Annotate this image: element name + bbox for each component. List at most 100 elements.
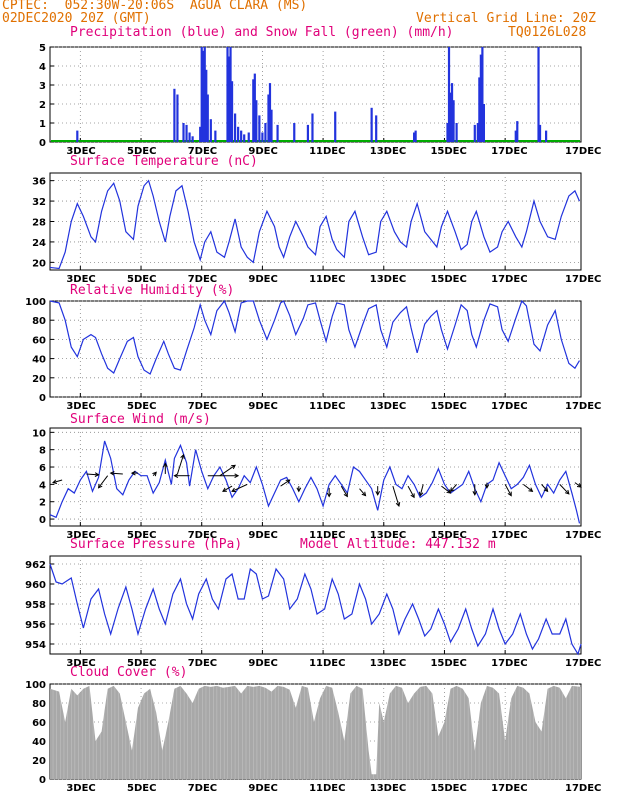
humidity-xtick-label: 13DEC [370, 401, 406, 412]
wind-arrow-head [375, 491, 381, 496]
wind-frame [49, 427, 582, 527]
pressure-line [49, 563, 582, 656]
precip-bar [478, 77, 481, 142]
temperature-title: Surface Temperature (nC) [70, 154, 258, 169]
temperature-ytick-label: 24 [32, 238, 46, 249]
cloud-xtick-label: 9DEC [248, 783, 277, 794]
precip-bar [334, 111, 337, 142]
precip-ytick-label: 4 [39, 62, 46, 73]
humidity-xtick-label: 17DEC [565, 401, 601, 412]
precip-bar [233, 113, 237, 142]
precip-bar [293, 123, 296, 142]
pressure-xtick-label: 7DEC [188, 658, 217, 669]
temperature-xtick-label: 17DEC [565, 274, 601, 285]
pressure-xtick-label: 15DEC [430, 658, 466, 669]
wind-arrow [222, 485, 233, 492]
cloud-xtick-label: 15DEC [430, 783, 466, 794]
precip-bar [473, 124, 476, 142]
wind-arrow-head [472, 491, 478, 496]
wind-xtick-label: 5DEC [127, 530, 156, 541]
cloud-ytick-label: 0 [39, 775, 46, 786]
cloud-ytick-label: 100 [25, 680, 46, 691]
precip-bar [479, 54, 482, 142]
wind-arrow-head [326, 492, 332, 498]
wind-arrow-head [543, 487, 549, 493]
humidity-xtick-label: 5DEC [127, 401, 156, 412]
precip-ytick-label: 1 [39, 119, 46, 130]
precip-bar [261, 132, 264, 142]
precip-bar [545, 130, 548, 142]
header-run-code: TQ0126L028 [508, 25, 587, 40]
wind-ytick-label: 2 [39, 498, 46, 509]
wind-arrow [392, 485, 400, 507]
temperature-xtick-label: 13DEC [370, 274, 406, 285]
precip-bar [191, 136, 194, 142]
temperature-ytick-label: 28 [32, 218, 46, 229]
humidity-ytick-label: 100 [25, 297, 46, 308]
precip-ytick-label: 5 [39, 43, 46, 54]
precip-xtick-label: 17DEC [565, 146, 601, 157]
precip-bar [375, 115, 378, 142]
wind-arrow-head [528, 487, 534, 492]
pressure-xtick-label: 9DEC [248, 658, 277, 669]
wind-arrow [52, 479, 63, 484]
header-grid-note: Vertical Grid Line: 20Z [416, 11, 597, 26]
wind-arrow-head [395, 502, 401, 508]
wind-arrow-head [296, 487, 302, 493]
precip-bar [270, 109, 273, 142]
wind-arrow-head [231, 487, 237, 493]
cloud-cover-area [50, 685, 581, 779]
wind-arrow [419, 484, 424, 496]
wind-xtick-label: 17DEC [565, 530, 601, 541]
precip-bar [452, 100, 455, 142]
pressure-ytick-label: 954 [25, 640, 46, 651]
precip-xtick-label: 15DEC [430, 146, 466, 157]
precip-bar [188, 132, 191, 142]
cloud-title: Cloud Cover (%) [70, 665, 188, 680]
precip-frame [49, 46, 582, 143]
precip-xtick-label: 17DEC [491, 146, 527, 157]
precip-bar [516, 121, 519, 142]
wind-xtick-label: 3DEC [66, 530, 95, 541]
wind-arrow [441, 485, 451, 494]
wind-arrow [176, 454, 184, 475]
pressure-xtick-label: 17DEC [491, 658, 527, 669]
precip-bar [414, 130, 417, 142]
cloud-xtick-label: 17DEC [491, 783, 527, 794]
wind-arrow-head [576, 483, 582, 488]
pressure-ytick-label: 956 [25, 620, 46, 631]
humidity-xtick-label: 3DEC [66, 401, 95, 412]
pressure-xtick-label: 5DEC [127, 658, 156, 669]
cloud-ytick-label: 60 [32, 718, 46, 729]
precip-bar [514, 130, 517, 142]
precip-bar [182, 123, 185, 142]
wind-ytick-label: 10 [32, 428, 46, 439]
wind-arrow-head [418, 491, 424, 497]
wind-arrow [110, 472, 123, 475]
precip-xtick-label: 5DEC [127, 146, 156, 157]
temperature-xtick-label: 15DEC [430, 274, 466, 285]
wind-ytick-label: 0 [39, 515, 46, 526]
temperature-ytick-label: 32 [32, 197, 46, 208]
cloud-xtick-label: 11DEC [309, 783, 345, 794]
precip-bar [538, 124, 542, 142]
precip-bar [481, 47, 484, 142]
precip-bar [205, 69, 208, 142]
wind-arrow [86, 473, 99, 476]
pressure-xtick-label: 13DEC [370, 658, 406, 669]
cloud-xtick-label: 17DEC [565, 783, 601, 794]
wind-arrow-head [162, 462, 168, 468]
precip-title: Precipitation (blue) and Snow Fall (gree… [70, 25, 454, 40]
header-station: CPTEC: 052:30W-20:06S AGUA CLARA (MS) [2, 0, 308, 13]
precip-xtick-label: 9DEC [248, 146, 277, 157]
precip-bar [206, 94, 209, 142]
wind-arrow-head [109, 470, 115, 476]
humidity-xtick-label: 7DEC [188, 401, 217, 412]
wind-arrow-head [97, 483, 103, 489]
precip-bar [268, 83, 272, 142]
precip-xtick-label: 11DEC [309, 146, 345, 157]
wind-arrow [523, 483, 533, 492]
wind-arrow-head [343, 492, 348, 498]
wind-ytick-label: 4 [39, 480, 46, 491]
wind-xtick-label: 13DEC [370, 530, 406, 541]
